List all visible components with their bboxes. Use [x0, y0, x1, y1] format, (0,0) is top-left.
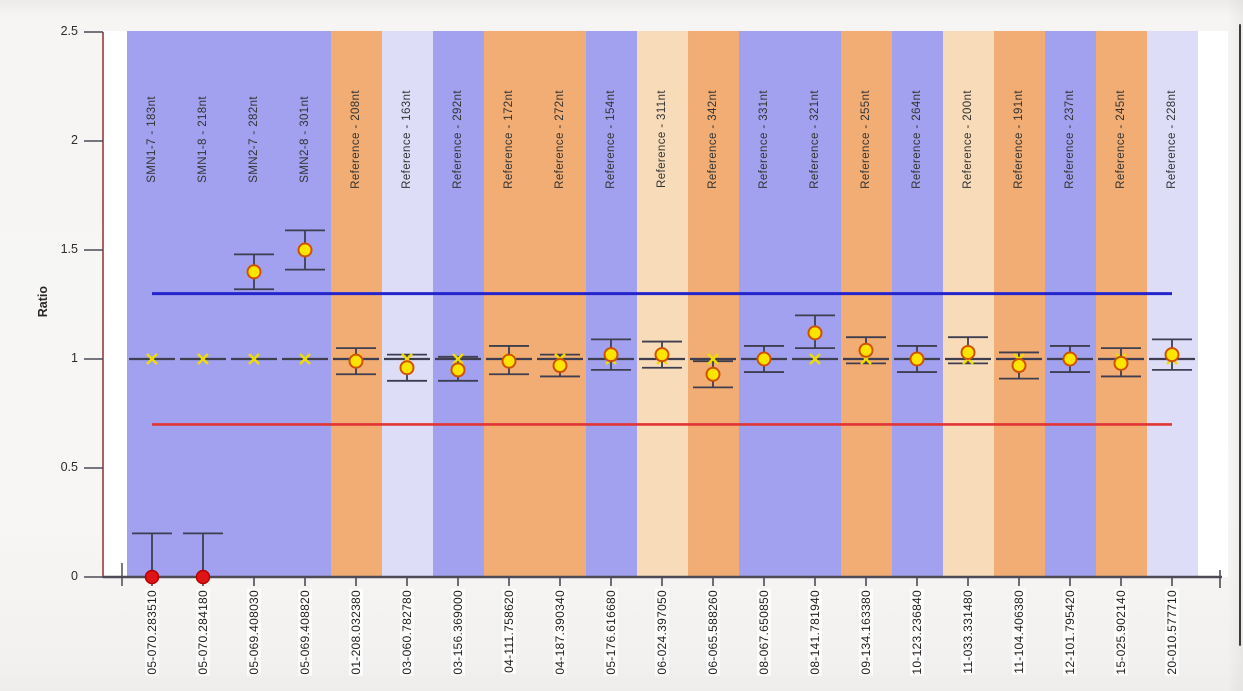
- probe-position-label: 09-134.163380: [806, 589, 926, 689]
- probe-position-label-text: 15-025.902140: [1114, 589, 1128, 676]
- y-tick-label: 0.5: [60, 460, 78, 474]
- probe-position-label-text: 04-111.758620: [502, 589, 516, 674]
- probe-position-label-text: 03-060.782780: [400, 589, 414, 676]
- probe-position-label-text: 05-070.283510: [145, 589, 159, 676]
- probe-position-label: 15-025.902140: [1061, 589, 1181, 689]
- y-tick-label: 0: [71, 569, 78, 583]
- probe-position-label: 05-070.284180: [143, 589, 263, 689]
- probe-position-label-text: 05-176.616680: [604, 589, 618, 676]
- probe-position-label-text: 20-010.577710: [1165, 589, 1179, 676]
- probe-band: [738, 31, 790, 577]
- y-tick-label: 2: [71, 133, 78, 147]
- probe-position-label: 06-024.397050: [602, 589, 722, 689]
- probe-band: [432, 31, 484, 577]
- probe-position-label-text: 10-123.236840: [910, 589, 924, 676]
- probe-position-label: 03-156.369000: [398, 589, 518, 689]
- probe-position-label: 04-111.758620: [449, 589, 569, 689]
- probe-position-label-text: 08-067.650850: [757, 589, 771, 676]
- probe-band: [126, 31, 178, 577]
- probe-position-label-text: 09-134.163380: [859, 589, 873, 676]
- probe-position-label: 12-101.795420: [1010, 589, 1130, 689]
- probe-position-label-text: 05-070.284180: [196, 589, 210, 676]
- probe-position-label: 05-069.408820: [245, 589, 365, 689]
- y-axis-title: Ratio: [33, 270, 53, 334]
- probe-band: [942, 31, 994, 577]
- probe-band: [585, 31, 637, 577]
- probe-band: [177, 31, 229, 577]
- probe-band: [891, 31, 943, 577]
- probe-band: [534, 31, 586, 577]
- probe-position-label-text: 08-141.781940: [808, 589, 822, 676]
- probe-band: [1095, 31, 1147, 577]
- y-axis-title-text: Ratio: [36, 286, 50, 318]
- probe-position-label-text: 04-187.390340: [553, 589, 567, 676]
- probe-band: [279, 31, 331, 577]
- probe-position-label: 05-070.283510: [92, 589, 212, 689]
- probe-position-label-text: 05-069.408030: [247, 589, 261, 676]
- probe-position-label-text: 05-069.408820: [298, 589, 312, 676]
- probe-position-label-text: 03-156.369000: [451, 589, 465, 676]
- probe-position-label: 20-010.577710: [1112, 589, 1232, 689]
- probe-position-label: 11-104.406380: [959, 589, 1079, 689]
- probe-position-label-text: 06-024.397050: [655, 589, 669, 676]
- probe-band: [840, 31, 892, 577]
- probe-position-label-text: 06-065.588260: [706, 589, 720, 676]
- probe-position-label: 03-060.782780: [347, 589, 467, 689]
- probe-band: [993, 31, 1045, 577]
- probe-band: [381, 31, 433, 577]
- y-tick-label: 2.5: [60, 24, 78, 38]
- probe-position-label: 05-176.616680: [551, 589, 671, 689]
- probe-band: [330, 31, 382, 577]
- probe-position-label: 04-187.390340: [500, 589, 620, 689]
- probe-position-label: 05-069.408030: [194, 589, 314, 689]
- page-edge-line: [1239, 24, 1241, 646]
- probe-band: [1044, 31, 1096, 577]
- probe-position-label: 08-067.650850: [704, 589, 824, 689]
- probe-position-label: 11-033.331480: [908, 589, 1028, 689]
- probe-band: [687, 31, 739, 577]
- y-tick-label: 1.5: [60, 242, 78, 256]
- probe-position-label: 06-065.588260: [653, 589, 773, 689]
- y-tick-label: 1: [71, 351, 78, 365]
- probe-position-label: 01-208.032380: [296, 589, 416, 689]
- probe-band: [636, 31, 688, 577]
- probe-position-label-text: 11-033.331480: [961, 589, 975, 675]
- probe-band: [789, 31, 841, 577]
- probe-band: [483, 31, 535, 577]
- probe-position-label-text: 11-104.406380: [1012, 589, 1026, 675]
- probe-position-label: 08-141.781940: [755, 589, 875, 689]
- probe-band: [1146, 31, 1198, 577]
- probe-band: [228, 31, 280, 577]
- probe-position-label-text: 01-208.032380: [349, 589, 363, 676]
- probe-position-label: 10-123.236840: [857, 589, 977, 689]
- probe-position-label-text: 12-101.795420: [1063, 589, 1077, 676]
